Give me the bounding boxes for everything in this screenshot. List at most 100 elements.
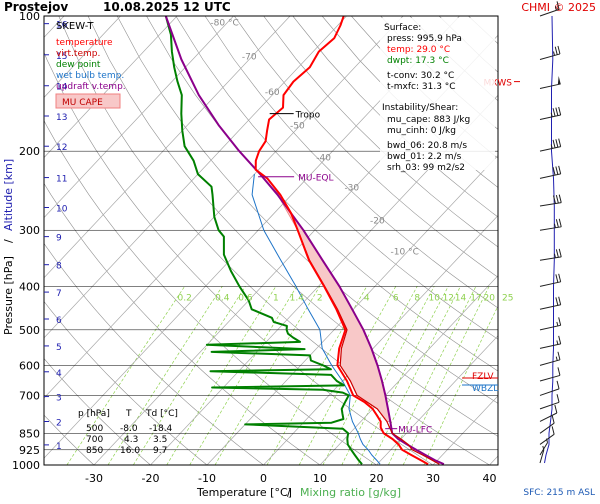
mixing-ratio-label: 0.2: [178, 293, 192, 303]
wind-barb: [540, 274, 561, 287]
isotherm-label: -10 °C: [391, 248, 419, 258]
instability-mu-cape: mu_cape: 883 J/kg: [387, 115, 470, 125]
wind-barb-full: [556, 195, 558, 203]
wind-barb-half: [557, 322, 558, 326]
wind-barb-full: [556, 108, 558, 116]
dry-adiabat: [498, 16, 600, 465]
pressure-tick-label: 1000: [12, 459, 40, 472]
wind-barb: [540, 166, 561, 179]
wind-barb-full: [559, 166, 561, 174]
mixing-ratio-label: 4: [364, 293, 370, 303]
altitude-tick-label: 13: [56, 113, 67, 123]
wind-barb-shaft: [540, 402, 559, 409]
dew-point-series-line: [166, 16, 362, 464]
wind-barb: [540, 297, 561, 310]
mixing-ratio-label: 8: [414, 293, 420, 303]
wet-bulb-series-line: [252, 174, 380, 464]
mixing-ratio-line: [190, 286, 297, 465]
mu-eql-label: MU-EQL: [298, 174, 333, 184]
legend-title: SKEW-T: [56, 21, 94, 32]
wind-barb-full: [557, 394, 559, 402]
wind-barb: [540, 381, 559, 396]
temperature-tick-label: -20: [142, 472, 160, 485]
wind-barb-full: [557, 381, 559, 389]
wind-barb: [540, 76, 561, 89]
mixing-ratio-label: 12: [443, 293, 454, 303]
mixing-ratio-label: 1: [273, 293, 279, 303]
legend-virt-temp: virt.temp.: [56, 49, 100, 59]
wind-barb-full: [552, 415, 554, 423]
wind-barb: [540, 336, 561, 349]
wind-barb-full: [559, 195, 561, 203]
wind-barb-full: [556, 139, 558, 147]
surface-tconv: t-conv: 30.2 °C: [387, 71, 454, 81]
wind-barb: [540, 139, 561, 152]
temperature-tick-label: -30: [85, 472, 103, 485]
isotherm-label: -50: [290, 121, 305, 131]
wind-barb-full: [559, 317, 561, 325]
wind-barb-full: [552, 426, 554, 434]
y-axis-title-group: Pressure [hPa] / Altitude [km]: [2, 159, 15, 335]
wind-barb: [540, 317, 561, 330]
altitude-tick-label: 1: [56, 442, 62, 452]
sfc-label: SFC: 215 m ASL: [523, 488, 595, 498]
wind-barb: [540, 405, 557, 421]
temperature-tick-label: 10: [313, 472, 327, 485]
surface-press: press: 995.9 hPa: [387, 34, 462, 44]
wind-barb-full: [559, 336, 561, 344]
wind-barb-half: [554, 51, 555, 55]
table-row-500-t: -8.0: [120, 424, 138, 434]
wind-barb: [540, 367, 560, 381]
altitude-tick-label: 8: [56, 262, 62, 272]
wind-barb-full: [559, 274, 561, 282]
y-axis-title-altitude: Altitude [km]: [2, 159, 15, 231]
surface-temp: temp: 29.0 °C: [387, 45, 450, 55]
surface-tmxfc: t-mxfc: 31.3 °C: [387, 82, 456, 92]
wind-barb-full: [558, 367, 560, 375]
wind-barb-flag: [558, 76, 561, 85]
wind-barb-shaft: [540, 375, 560, 381]
wind-barb-full: [556, 274, 558, 282]
table-row-850-td: 9.7: [153, 446, 167, 456]
pressure-tick-label: 925: [19, 444, 40, 457]
wind-barb-shaft: [540, 54, 560, 60]
mixing-ratio-label: 20: [483, 293, 495, 303]
instability-bwd06: bwd_06: 20.8 m/s: [387, 141, 467, 151]
wind-barb-shaft: [540, 84, 561, 89]
table-row-850-t: 16.0: [120, 446, 140, 456]
table-row-700-td: 3.5: [153, 435, 167, 445]
wind-barb-full: [558, 352, 560, 360]
pressure-tick-label: 400: [19, 280, 40, 293]
y-axis-title: Pressure [hPa]: [2, 256, 15, 335]
fzlv-label: FZLV: [472, 372, 494, 382]
altitude-tick-label: 2: [56, 419, 62, 429]
wind-barb-full: [559, 249, 561, 257]
x-axis-title-mixing: Mixing ratio [g/kg]: [300, 486, 401, 499]
wind-barb: [540, 394, 559, 409]
wind-barb-full: [556, 297, 558, 305]
wind-barb: [540, 195, 561, 206]
surface-dwpt: dwpt: 17.3 °C: [387, 56, 449, 66]
table-row-500-td: -18.4: [149, 424, 173, 434]
table-row-850-p: 850: [86, 446, 103, 456]
table-header-td: Td [°C]: [145, 409, 178, 419]
table-row-700-t: 4.3: [124, 435, 138, 445]
altitude-tick-label: 4: [56, 369, 62, 379]
altitude-tick-label: 7: [56, 289, 62, 299]
wind-barb-full: [555, 405, 557, 413]
dry-adiabat: [0, 16, 320, 465]
instability-srh03: srh_03: 99 m2/s2: [387, 163, 465, 173]
pressure-tick-label: 200: [19, 145, 40, 158]
wind-barb-shaft: [540, 423, 554, 433]
altitude-tick-label: 6: [56, 316, 62, 326]
wind-barb: [540, 46, 560, 60]
wind-barb-half: [557, 341, 558, 345]
altitude-tick-label: 12: [56, 143, 67, 153]
altitude-tick-label: 10: [56, 205, 68, 215]
mixing-ratio-label: 1.4: [290, 293, 305, 303]
mu-lfc-label: MU-LFC: [398, 426, 432, 436]
wind-barb-full: [553, 140, 555, 148]
wbzl-label: WBZL: [472, 384, 498, 394]
mixing-ratio-label: 0.4: [215, 293, 230, 303]
